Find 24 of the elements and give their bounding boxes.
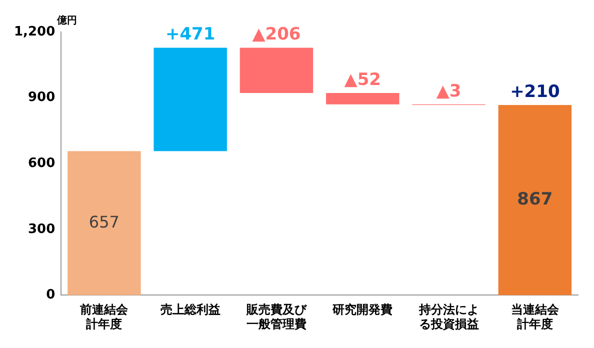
x-tick-label: 販売費及び一般管理費 [245, 302, 308, 331]
x-tick-label: 当連結会計年度 [510, 302, 560, 331]
x-tick-label: 研究開発費 [332, 302, 393, 317]
y-tick-label: 1,200 [14, 24, 56, 40]
x-tick-label: 持分法による投資損益 [418, 302, 479, 331]
data-label: +471 [165, 24, 216, 45]
bar [154, 48, 227, 152]
x-tick-label: 売上総利益 [160, 302, 220, 317]
y-tick-label: 0 [46, 288, 56, 303]
y-tick-label: 600 [28, 156, 56, 171]
annotation: +210 [510, 82, 560, 102]
bar [498, 105, 572, 296]
bar [68, 151, 141, 296]
y-tick-label: 900 [28, 90, 56, 106]
data-label: ▲52 [344, 70, 381, 90]
data-label: ▲206 [252, 24, 301, 45]
data-label: ▲3 [436, 81, 462, 102]
data-label: 657 [88, 212, 120, 232]
y-tick-label: 300 [28, 222, 56, 237]
data-label: 867 [517, 190, 553, 210]
y-axis-title: 億円 [56, 14, 78, 27]
x-tick-label: 前連結会計年度 [79, 302, 130, 331]
bar [240, 48, 314, 93]
bar [326, 92, 400, 104]
